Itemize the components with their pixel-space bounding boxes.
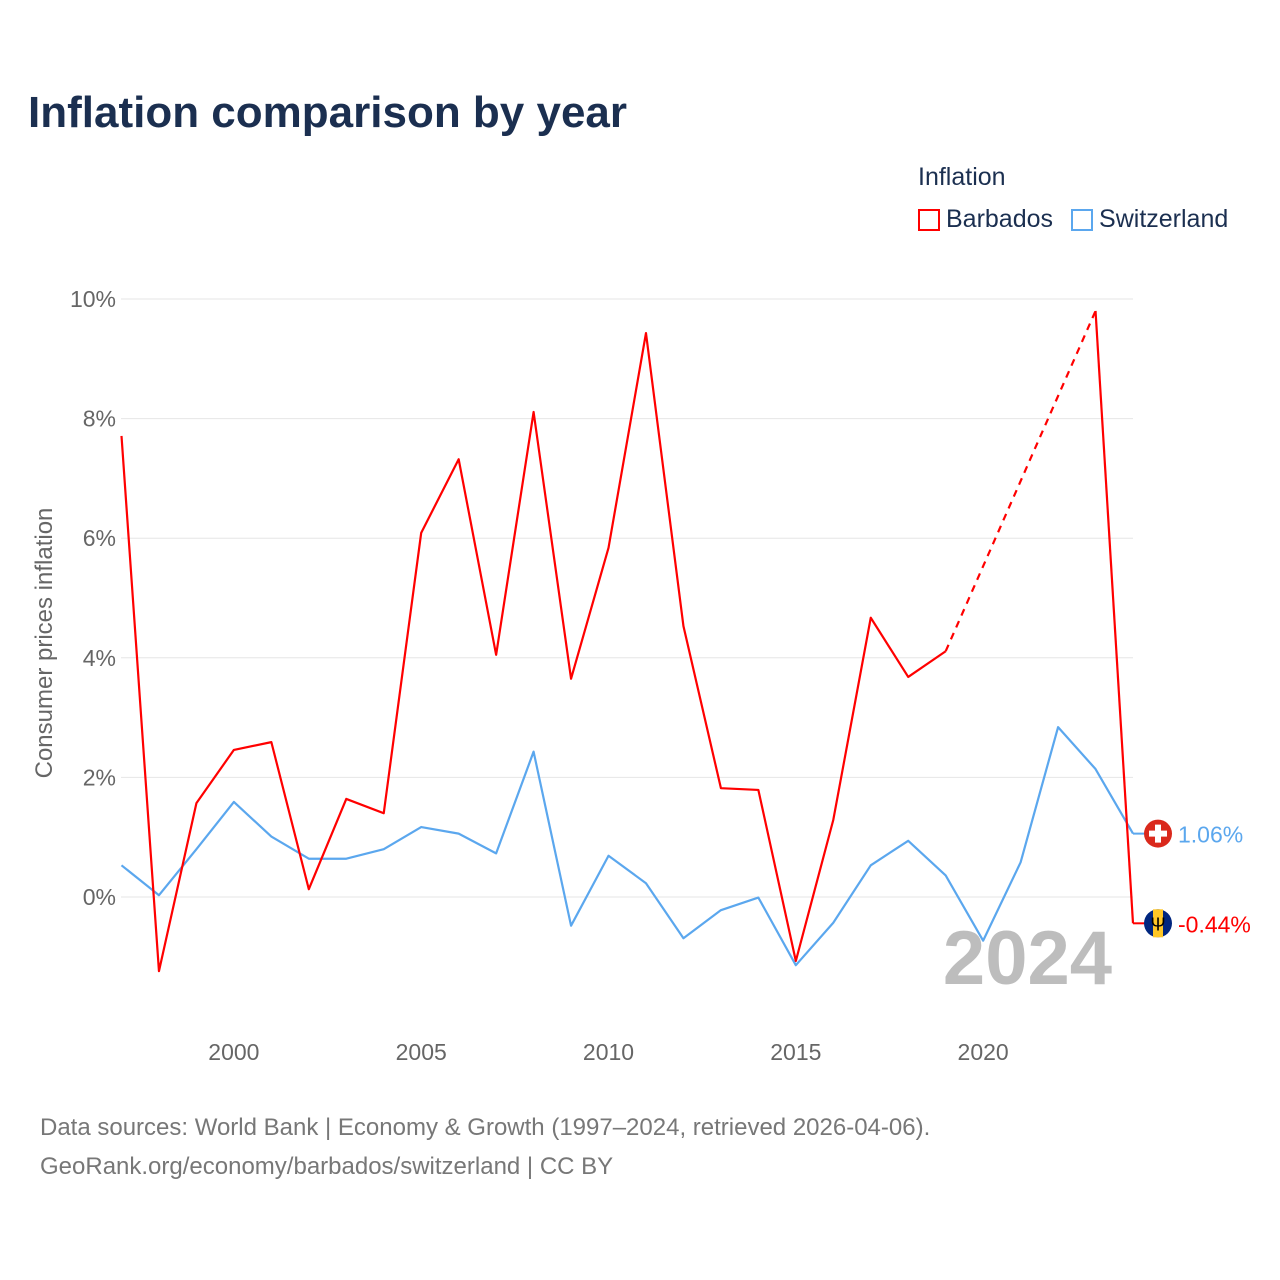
y-axis-label: Consumer prices inflation (31, 508, 58, 779)
data-point-switzerland (830, 920, 836, 926)
legend-item-switzerland[interactable]: Switzerland (1071, 205, 1228, 234)
gap-line-barbados (944, 310, 1097, 652)
data-point-barbados (643, 330, 649, 336)
data-point-barbados (456, 456, 462, 462)
data-point-barbados (830, 817, 836, 823)
y-tick-label: 10% (70, 286, 116, 312)
data-point-barbados (119, 433, 125, 439)
end-label-switzerland: 1.06% (1178, 822, 1243, 848)
data-point-barbados (343, 796, 349, 802)
series-line-barbados (1094, 310, 1135, 924)
legend-swatch-switzerland (1071, 208, 1094, 231)
data-point-switzerland (456, 831, 462, 837)
data-point-switzerland (568, 923, 574, 929)
data-point-barbados (568, 676, 574, 682)
trident-icon: Ψ (1150, 914, 1165, 934)
data-point-barbados (905, 674, 911, 680)
data-point-barbados (418, 530, 424, 536)
data-point-switzerland (418, 824, 424, 830)
legend: Barbados Switzerland (918, 205, 1228, 234)
data-point-switzerland (343, 856, 349, 862)
data-point-switzerland (943, 872, 949, 878)
data-point-switzerland (606, 853, 612, 859)
legend-swatch-barbados (918, 208, 940, 231)
data-point-barbados (1093, 308, 1099, 314)
data-point-switzerland (980, 938, 986, 944)
data-point-switzerland (1093, 766, 1099, 772)
series-line-barbados (120, 331, 947, 973)
data-point-barbados (493, 652, 499, 658)
source-line-2[interactable]: GeoRank.org/economy/barbados/switzerland… (40, 1153, 614, 1180)
data-point-switzerland (193, 846, 199, 852)
data-point-barbados (156, 968, 162, 974)
flag-stripe (1153, 909, 1163, 938)
x-tick-label: 2010 (583, 1039, 634, 1065)
y-tick-label: 4% (83, 645, 116, 671)
data-point-switzerland (306, 856, 312, 862)
y-tick-label: 2% (83, 764, 116, 790)
data-point-switzerland (680, 935, 686, 941)
y-tick-label: 0% (83, 884, 116, 910)
data-point-barbados (531, 409, 537, 415)
source-line-1: Data sources: World Bank | Economy & Gro… (40, 1114, 931, 1141)
legend-label-switzerland: Switzerland (1099, 205, 1229, 233)
data-point-switzerland (1055, 724, 1061, 730)
data-point-switzerland (905, 838, 911, 844)
data-point-barbados (680, 623, 686, 629)
chart-title: Inflation comparison by year (28, 88, 628, 137)
data-point-switzerland (868, 862, 874, 868)
data-point-switzerland (1018, 859, 1024, 865)
data-point-switzerland (643, 880, 649, 886)
legend-title: Inflation (918, 163, 1006, 191)
data-point-switzerland (156, 892, 162, 898)
x-tick-label: 2020 (958, 1039, 1009, 1065)
data-point-switzerland (381, 846, 387, 852)
x-tick-label: 2015 (770, 1039, 821, 1065)
data-point-barbados (793, 958, 799, 964)
source-note: Data sources: World Bank | Economy & Gro… (40, 1108, 930, 1186)
data-point-barbados (306, 886, 312, 892)
data-point-switzerland (268, 834, 274, 840)
end-label-barbados: -0.44% (1178, 911, 1251, 937)
data-point-barbados (268, 739, 274, 745)
year-watermark: 2024 (943, 916, 1112, 1001)
data-point-switzerland (755, 895, 761, 901)
legend-label-barbados: Barbados (946, 205, 1054, 233)
data-point-barbados (755, 787, 761, 793)
legend-item-barbados[interactable]: Barbados (918, 205, 1053, 234)
y-tick-label: 6% (83, 525, 116, 551)
data-point-barbados (193, 800, 199, 806)
data-point-barbados (943, 648, 949, 654)
data-point-barbados (381, 810, 387, 816)
x-tick-label: 2005 (396, 1039, 447, 1065)
data-point-switzerland (493, 850, 499, 856)
series-line-switzerland (120, 726, 1134, 967)
data-point-barbados (606, 545, 612, 551)
data-point-switzerland (119, 862, 125, 868)
data-point-barbados (718, 785, 724, 791)
data-point-switzerland (531, 749, 537, 755)
data-point-switzerland (231, 799, 237, 805)
y-tick-label: 8% (83, 406, 116, 432)
x-tick-label: 2000 (208, 1039, 259, 1065)
data-point-barbados (868, 615, 874, 621)
data-point-switzerland (718, 907, 724, 913)
flag-cross-h (1149, 830, 1167, 837)
data-point-barbados (231, 747, 237, 753)
